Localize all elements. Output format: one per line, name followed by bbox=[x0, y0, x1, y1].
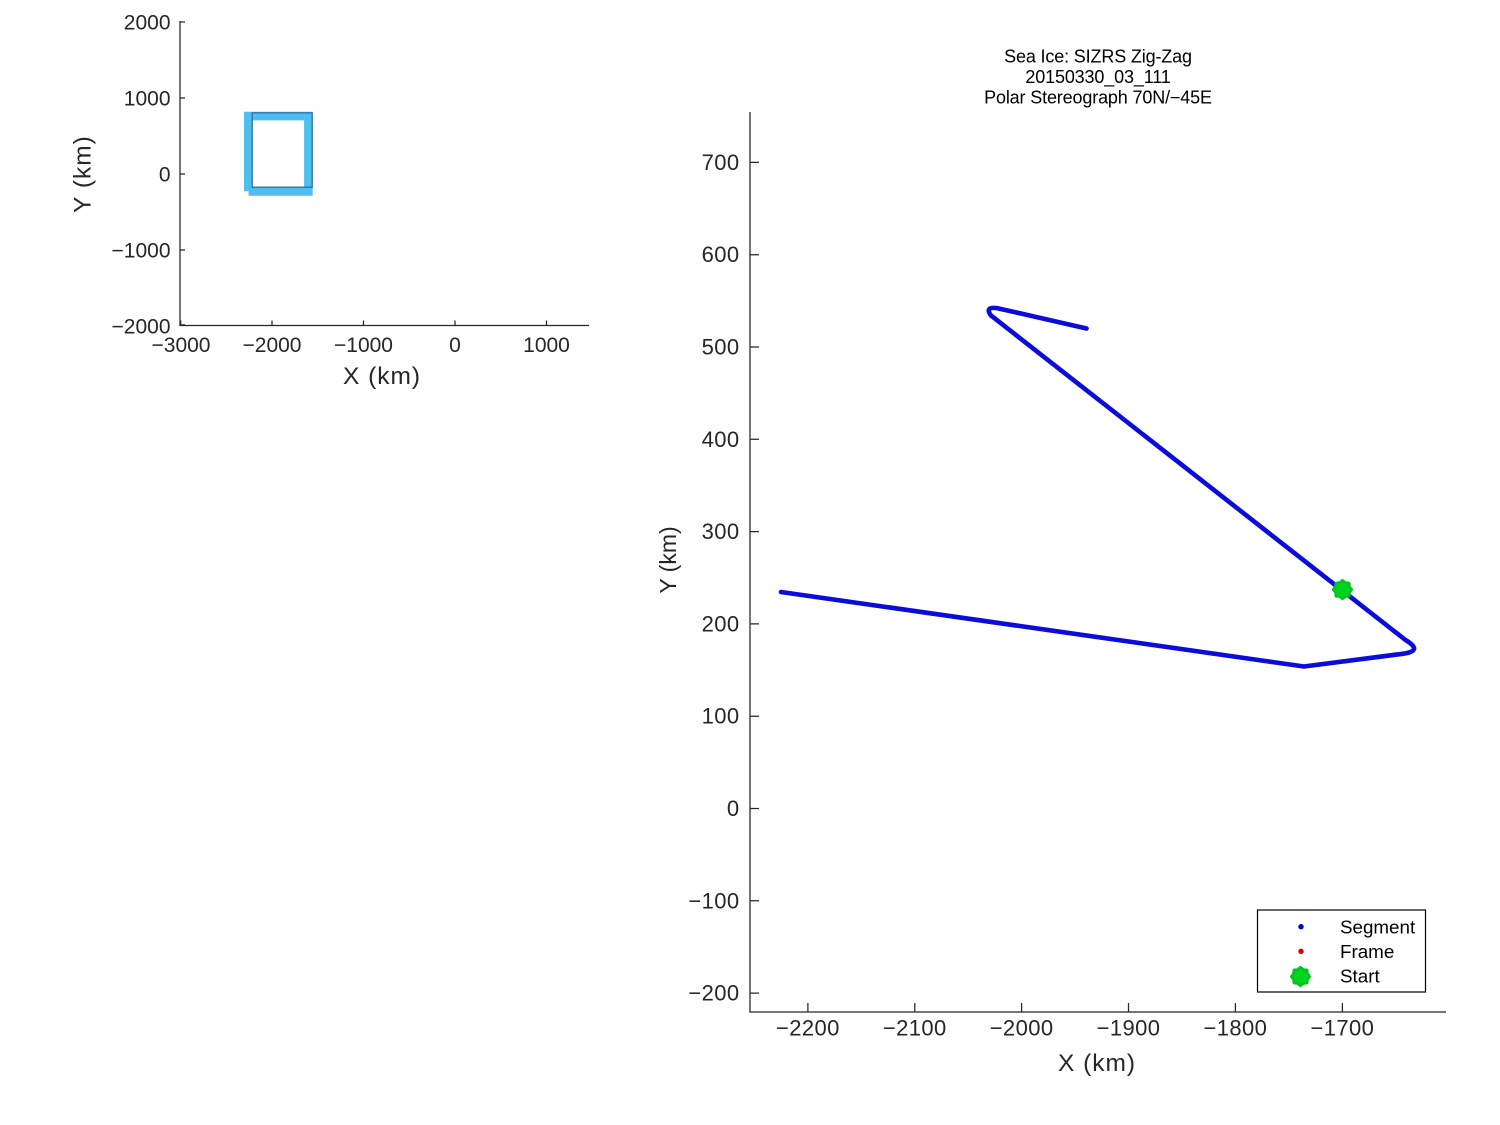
svg-text:−2100: −2100 bbox=[883, 1016, 947, 1041]
svg-text:Sea Ice: SIZRS Zig-Zag: Sea Ice: SIZRS Zig-Zag bbox=[1004, 47, 1192, 67]
svg-text:1000: 1000 bbox=[523, 334, 570, 357]
svg-text:0: 0 bbox=[159, 164, 171, 187]
svg-text:−1800: −1800 bbox=[1204, 1016, 1268, 1041]
svg-text:X (km): X (km) bbox=[343, 363, 421, 390]
svg-text:0: 0 bbox=[727, 796, 740, 821]
svg-text:Start: Start bbox=[1340, 966, 1380, 987]
svg-text:Y (km): Y (km) bbox=[655, 526, 681, 593]
svg-text:−1000: −1000 bbox=[334, 334, 393, 357]
svg-text:200: 200 bbox=[702, 611, 740, 636]
svg-text:2000: 2000 bbox=[124, 12, 171, 35]
svg-text:0: 0 bbox=[449, 334, 461, 357]
svg-text:Polar Stereograph 70N/−45E: Polar Stereograph 70N/−45E bbox=[984, 88, 1212, 108]
svg-text:−1900: −1900 bbox=[1097, 1016, 1161, 1041]
svg-text:X (km): X (km) bbox=[1058, 1050, 1136, 1077]
svg-text:−2000: −2000 bbox=[112, 316, 171, 339]
svg-text:−100: −100 bbox=[688, 888, 739, 913]
svg-text:−200: −200 bbox=[688, 981, 739, 1006]
svg-text:20150330_03_111: 20150330_03_111 bbox=[1025, 67, 1170, 88]
svg-text:100: 100 bbox=[702, 704, 740, 729]
svg-text:Y (km): Y (km) bbox=[70, 135, 97, 213]
svg-text:−2000: −2000 bbox=[990, 1016, 1054, 1041]
svg-text:Frame: Frame bbox=[1340, 941, 1394, 962]
svg-text:400: 400 bbox=[702, 427, 740, 452]
svg-text:700: 700 bbox=[702, 150, 740, 175]
svg-text:−2000: −2000 bbox=[243, 334, 302, 357]
svg-text:−1700: −1700 bbox=[1311, 1016, 1375, 1041]
svg-text:300: 300 bbox=[702, 519, 740, 544]
svg-text:Segment: Segment bbox=[1340, 917, 1416, 938]
svg-text:−1000: −1000 bbox=[112, 240, 171, 263]
svg-text:−3000: −3000 bbox=[152, 334, 211, 357]
svg-text:600: 600 bbox=[702, 242, 740, 267]
svg-text:500: 500 bbox=[702, 335, 740, 360]
svg-text:1000: 1000 bbox=[124, 88, 171, 111]
svg-text:−2200: −2200 bbox=[776, 1016, 840, 1041]
